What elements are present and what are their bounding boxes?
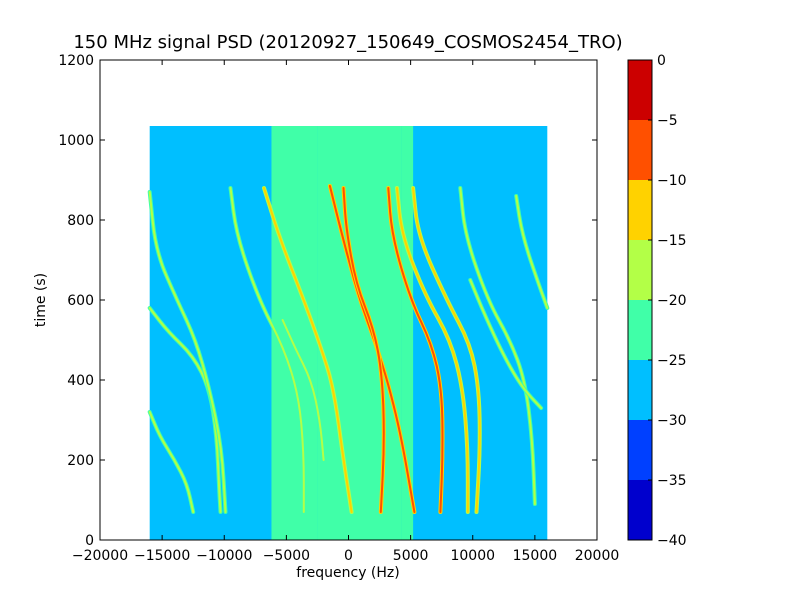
signal-trace bbox=[281, 319, 325, 461]
colorbar-segment bbox=[628, 300, 652, 360]
colorbar-segment bbox=[628, 480, 652, 540]
colorbar-segment bbox=[628, 60, 652, 120]
colorbar-tick-label: −5 bbox=[657, 113, 678, 129]
signal-trace bbox=[459, 187, 536, 505]
heatmap-band bbox=[271, 126, 318, 540]
y-tick-label: 400 bbox=[67, 373, 94, 389]
colorbar-tick-label: −25 bbox=[657, 353, 687, 369]
x-tick-label: −20000 bbox=[72, 548, 128, 564]
signal-trace bbox=[229, 187, 305, 513]
x-axis: −20000 −15000 −10000 −5000 0 5000 10000 15000 20… bbox=[72, 60, 619, 564]
y-tick-label: 1000 bbox=[58, 133, 94, 149]
x-axis-label: frequency (Hz) bbox=[296, 565, 399, 581]
colorbar-tick-label: −15 bbox=[657, 233, 687, 249]
colorbar-segment bbox=[628, 240, 652, 300]
colorbar-segment bbox=[628, 420, 652, 480]
heatmap-layer bbox=[149, 126, 548, 540]
signal-trace bbox=[342, 187, 385, 513]
colorbar: 0 −5 −10 −15 −20 −25 −30 −35 −40 bbox=[627, 53, 687, 549]
y-tick-label: 0 bbox=[85, 533, 94, 549]
x-tick-label: −10000 bbox=[196, 548, 252, 564]
y-tick-label: 600 bbox=[67, 293, 94, 309]
x-tick-label: −15000 bbox=[134, 548, 190, 564]
heatmap-band bbox=[401, 126, 414, 540]
x-tick-label: −5000 bbox=[263, 548, 310, 564]
y-tick-label: 1200 bbox=[58, 53, 94, 69]
colorbar-tick-label: −10 bbox=[657, 173, 687, 189]
colorbar-segment bbox=[628, 180, 652, 240]
y-tick-label: 800 bbox=[67, 213, 94, 229]
signal-trace bbox=[263, 187, 353, 513]
signal-trace bbox=[469, 279, 543, 409]
signal-trace bbox=[396, 187, 469, 513]
x-tick-label: 10000 bbox=[450, 548, 495, 564]
y-axis-label: time (s) bbox=[33, 273, 49, 327]
signal-trace bbox=[148, 191, 227, 513]
signal-trace bbox=[148, 411, 195, 513]
colorbar-segment bbox=[628, 360, 652, 420]
signal-trace bbox=[387, 187, 444, 513]
colorbar-tick-label: −35 bbox=[657, 473, 687, 489]
colorbar-segment bbox=[628, 120, 652, 180]
x-tick-label: 20000 bbox=[575, 548, 620, 564]
signal-trace bbox=[515, 195, 549, 309]
signal-trace bbox=[412, 187, 481, 513]
colorbar-tick-label: −20 bbox=[657, 293, 687, 309]
x-tick-label: 5000 bbox=[393, 548, 429, 564]
colorbar-tick-label: −30 bbox=[657, 413, 687, 429]
chart-title: 150 MHz signal PSD (20120927_150649_COSM… bbox=[73, 32, 622, 53]
y-axis: 0 200 400 600 800 1000 1200 bbox=[58, 53, 597, 549]
y-tick-label: 200 bbox=[67, 453, 94, 469]
x-tick-label: 15000 bbox=[513, 548, 558, 564]
x-tick-label: 0 bbox=[344, 548, 353, 564]
colorbar-tick-label: −40 bbox=[657, 533, 687, 549]
trace-layer bbox=[147, 184, 550, 514]
colorbar-tick-label: 0 bbox=[657, 53, 666, 69]
